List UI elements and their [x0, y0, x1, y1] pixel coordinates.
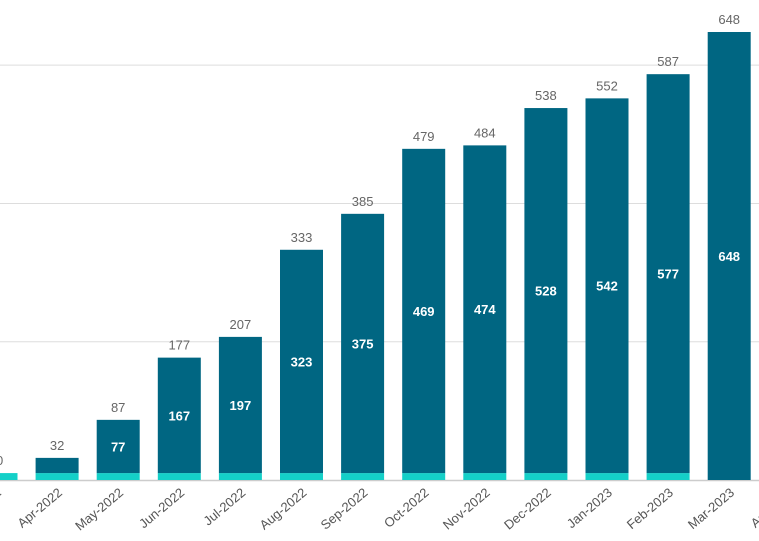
bar-segment	[218, 473, 262, 480]
bar-total-label: 484	[474, 125, 496, 140]
bar-segment	[646, 74, 690, 474]
x-tick-label: Jul-2022	[200, 485, 248, 529]
bar-value-label: 469	[413, 304, 435, 319]
bar-total-label: 587	[657, 54, 679, 69]
bar-segment	[402, 473, 446, 480]
bar-total-label: 648	[718, 12, 740, 27]
bar-value-label: 375	[352, 336, 374, 351]
bar-value-label: 197	[230, 398, 252, 413]
bar-segment	[0, 473, 18, 480]
bar-segment	[402, 148, 446, 474]
x-tick-label: Dec-2022	[501, 485, 554, 533]
bar-segment	[35, 457, 79, 474]
bar-value-label: 542	[596, 279, 618, 294]
bar-total-label: 10	[0, 453, 3, 468]
bar-total-label: 177	[168, 338, 190, 353]
bar-segment	[524, 108, 568, 474]
bar-value-label: 648	[718, 249, 740, 264]
bar-total-label: 538	[535, 88, 557, 103]
bar-segment	[585, 473, 629, 480]
bar-segment	[524, 473, 568, 480]
bar-segment	[157, 357, 201, 474]
x-tick-label: Mar-2022	[0, 485, 4, 532]
bar-value-label: 323	[291, 354, 313, 369]
bar-segment	[96, 419, 140, 474]
x-tick-label: Apr-2022	[14, 485, 65, 531]
bar-segment	[280, 249, 323, 474]
bar-segment	[341, 213, 385, 474]
bar-segment	[585, 98, 629, 474]
bar-segment	[35, 473, 79, 480]
x-tick-label: Feb-2023	[624, 485, 676, 532]
bar-total-label: 385	[352, 194, 374, 209]
bar-segment	[341, 473, 385, 480]
bar-segment	[218, 336, 262, 474]
x-tick-label: Jan-2023	[564, 485, 615, 531]
bar-total-label: 87	[111, 400, 125, 415]
x-tick-label: Oct-2022	[381, 485, 432, 531]
x-tick-label: Jun-2022	[136, 485, 187, 531]
bar-segment	[463, 473, 507, 480]
x-tick-label: Aug-2022	[257, 485, 310, 533]
bar-total-label: 333	[291, 230, 313, 245]
bar-segment	[96, 473, 140, 480]
bar-value-label: 528	[535, 284, 557, 299]
bar-segment	[646, 473, 690, 480]
bar-segment	[707, 32, 751, 480]
bar-total-label: 552	[596, 78, 618, 93]
bar-value-label: 474	[474, 302, 496, 317]
bar-total-label: 32	[50, 438, 64, 453]
x-tick-label: Sep-2022	[318, 485, 371, 533]
bar-total-label: 479	[413, 129, 435, 144]
x-tick-label: Mar-2023	[685, 485, 737, 532]
x-tick-label: Nov-2022	[440, 485, 493, 533]
bar-value-label: 167	[168, 408, 190, 423]
bar-segment	[157, 473, 201, 480]
bar-value-label: 577	[657, 267, 679, 282]
x-tick-label: May-2022	[72, 485, 126, 534]
x-tick-label: Apr-2023	[748, 485, 759, 531]
bar-value-label: 77	[111, 439, 125, 454]
bar-segment	[463, 145, 507, 474]
bar-total-label: 207	[230, 317, 252, 332]
bar-segment	[280, 473, 323, 480]
